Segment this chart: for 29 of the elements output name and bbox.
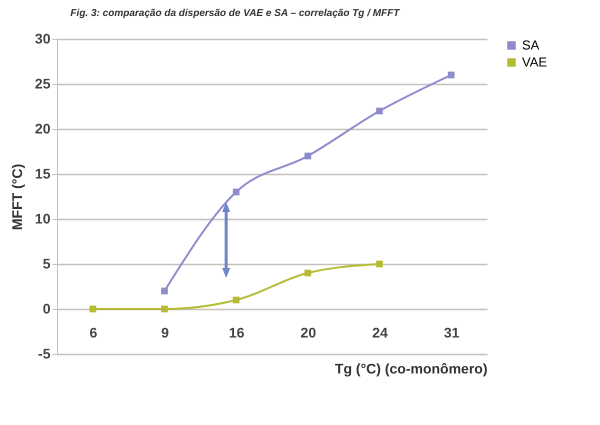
x-tick-label: 24	[372, 324, 388, 340]
point	[376, 108, 383, 114]
y-tick-label: 15	[34, 166, 51, 182]
y-tick-label: 20	[34, 120, 51, 136]
point	[304, 270, 312, 276]
y-tick-label: 10	[34, 210, 51, 226]
y-axis-title: MFFT (°C)	[8, 164, 25, 230]
x-tick-label: 31	[444, 324, 460, 340]
point	[89, 306, 96, 312]
point	[232, 296, 240, 304]
point	[161, 288, 168, 294]
legend-label: SA	[522, 38, 540, 52]
legend-label: VAE	[522, 54, 548, 70]
point	[304, 152, 312, 160]
y-tick-label: 0	[42, 300, 51, 316]
x-tick-label: 20	[300, 324, 316, 340]
y-tick-label: -5	[38, 346, 51, 362]
x-axis-title: Tg (°C) (co-monômero)	[334, 360, 488, 376]
x-tick-label: 6	[89, 324, 98, 340]
point	[161, 306, 168, 312]
point	[448, 72, 455, 78]
point	[376, 260, 383, 268]
y-tick-label: 5	[42, 256, 51, 272]
x-tick-label: 9	[161, 324, 170, 340]
chart-title: Fig. 3: comparação da dispersão de VAE e SA – correlação Tg / MFFT	[70, 8, 400, 19]
y-tick-label: 30	[34, 30, 51, 46]
point	[232, 188, 240, 196]
x-tick-label: 16	[228, 324, 245, 340]
y-tick-label: 25	[34, 76, 51, 92]
